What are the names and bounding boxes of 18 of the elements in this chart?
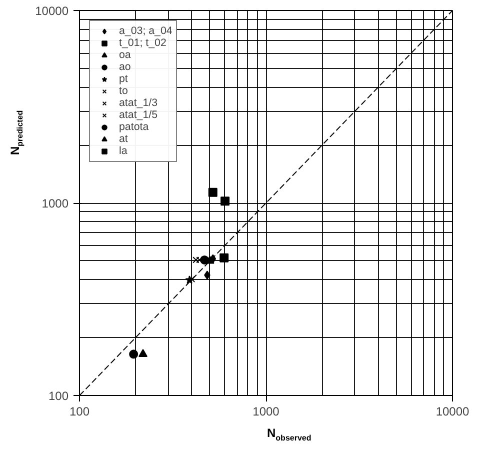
legend-label: patota — [119, 121, 149, 133]
y-tick-label: 100 — [48, 389, 69, 403]
x-axis-title: N$_{observed}$ — [267, 425, 312, 444]
y-tick-label: 1000 — [42, 196, 69, 210]
x-tick-label: 100 — [69, 404, 90, 418]
x-tick-label: 10000 — [436, 404, 470, 418]
legend-label: t_01; t_02 — [119, 37, 166, 49]
legend-label: a_03; a_04 — [119, 25, 172, 37]
legend-label: ao — [119, 61, 132, 73]
legend-label: atat_1/3 — [119, 97, 158, 109]
legend-label: oa — [119, 49, 132, 61]
legend-label: pt — [119, 73, 129, 85]
legend-label: to — [119, 85, 129, 97]
legend-label: atat_1/5 — [119, 109, 158, 121]
x-tick-label: 1000 — [252, 404, 280, 418]
legend-label: la — [119, 145, 128, 157]
legend-label: at — [119, 133, 129, 145]
y-tick-label: 10000 — [35, 4, 69, 18]
